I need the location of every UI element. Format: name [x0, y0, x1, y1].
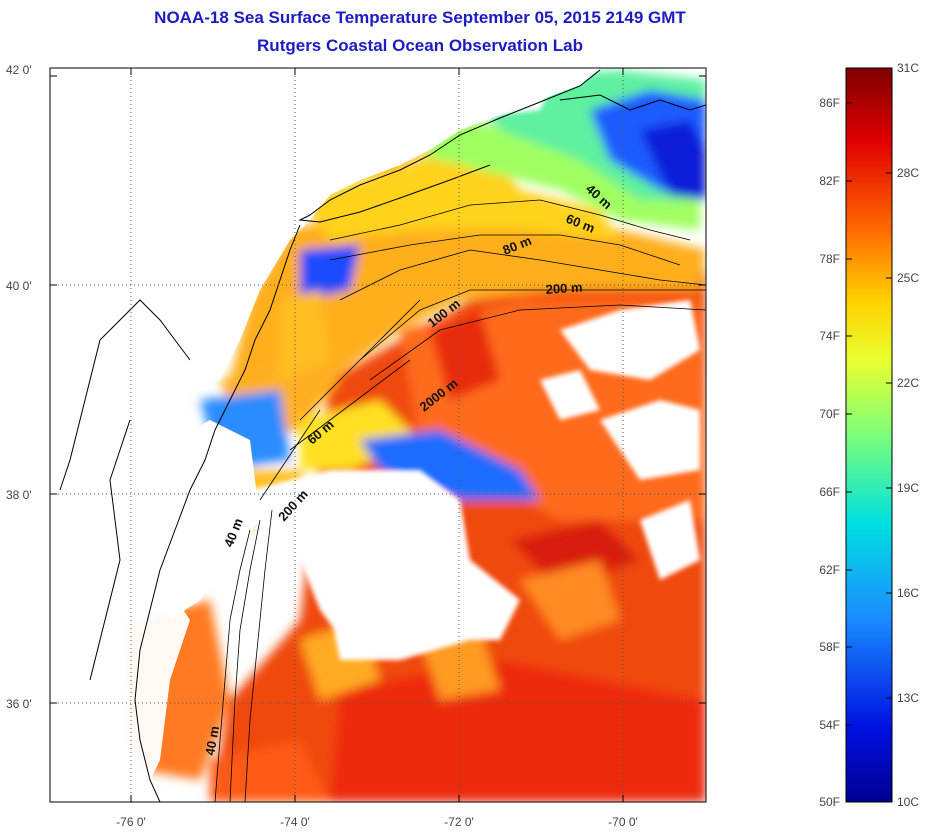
colorbar-c-label: 28C	[897, 166, 919, 180]
colorbar-fahrenheit-labels: 86F 82F 78F 74F 70F 66F 62F 58F 54F 50F	[819, 96, 852, 809]
graticule	[50, 68, 706, 802]
colorbar-celsius-labels: 31C 28C 25C 22C 19C 16C 13C 10C	[886, 61, 919, 809]
lon-tick-label: -76 0'	[116, 815, 146, 829]
colorbar-f-label: 58F	[819, 640, 840, 654]
colorbar: 86F 82F 78F 74F 70F 66F 62F 58F 54F 50F 31C 28C 25C…	[819, 61, 919, 809]
colorbar-f-label: 70F	[819, 407, 840, 421]
colorbar-c-label: 10C	[897, 795, 919, 809]
colorbar-f-label: 50F	[819, 795, 840, 809]
lat-tick-label: 36 0'	[6, 697, 32, 711]
colorbar-c-label: 25C	[897, 271, 919, 285]
lat-tick-labels: 42 0' 40 0' 38 0' 36 0'	[6, 63, 32, 711]
lat-tick-label: 42 0'	[6, 63, 32, 77]
lon-tick-label: -72 0'	[444, 815, 474, 829]
sst-raster	[50, 68, 706, 802]
map-subtitle: Rutgers Coastal Ocean Observation Lab	[257, 36, 583, 55]
lon-tick-label: -70 0'	[608, 815, 638, 829]
coastline	[59, 69, 706, 802]
lon-tick-labels: -76 0' -74 0' -72 0' -70 0'	[116, 815, 638, 829]
axis-ticks	[50, 68, 706, 802]
colorbar-scale	[845, 67, 893, 803]
colorbar-f-label: 54F	[819, 718, 840, 732]
lat-tick-label: 38 0'	[6, 488, 32, 502]
colorbar-c-label: 16C	[897, 586, 919, 600]
bathymetry-contours	[214, 199, 706, 802]
map-frame	[49, 67, 707, 803]
colorbar-c-label: 22C	[897, 376, 919, 390]
colorbar-c-label: 31C	[897, 61, 919, 75]
colorbar-f-label: 74F	[819, 329, 840, 343]
colorbar-f-label: 82F	[819, 174, 840, 188]
lon-tick-label: -74 0'	[280, 815, 310, 829]
colorbar-c-label: 13C	[897, 691, 919, 705]
contour-label: 40 m	[202, 725, 222, 757]
map-title: NOAA-18 Sea Surface Temperature Septembe…	[154, 8, 686, 27]
colorbar-c-label: 19C	[897, 481, 919, 495]
colorbar-f-label: 78F	[819, 252, 840, 266]
colorbar-f-label: 62F	[819, 563, 840, 577]
lat-tick-label: 40 0'	[6, 279, 32, 293]
contour-label: 200 m	[545, 279, 583, 297]
colorbar-f-label: 86F	[819, 96, 840, 110]
colorbar-f-label: 66F	[819, 485, 840, 499]
